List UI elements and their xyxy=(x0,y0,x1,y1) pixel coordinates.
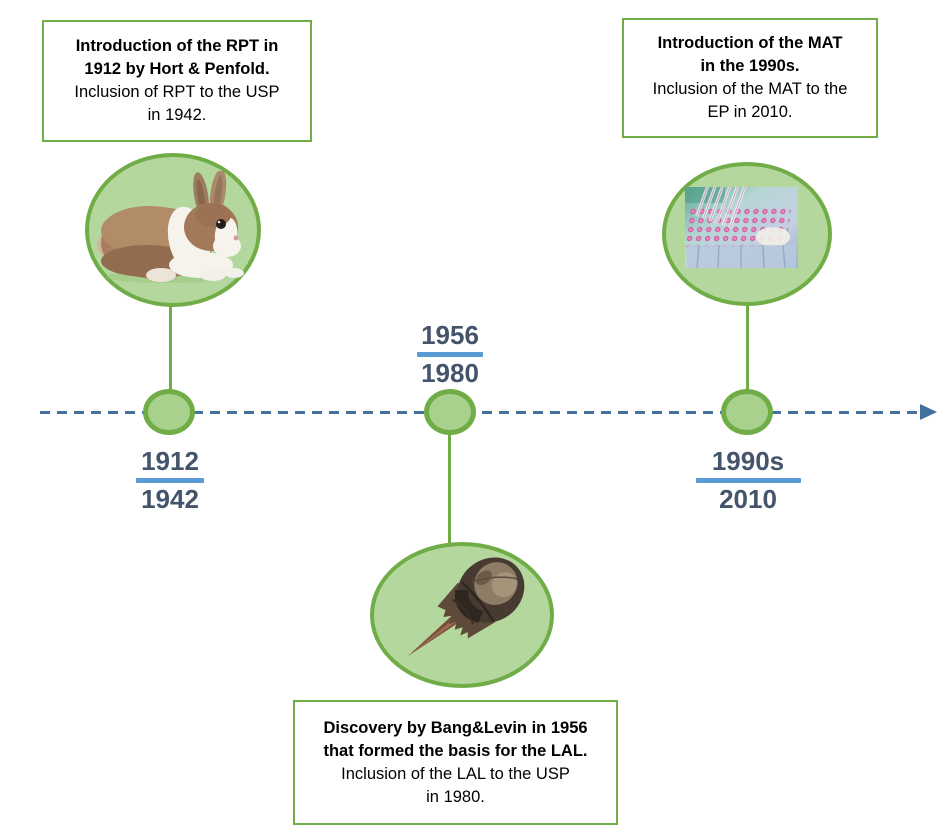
event-text-line: in 1942. xyxy=(147,106,207,124)
date-top: 1990s xyxy=(711,446,785,476)
event-box-mat: Introduction of the MAT in the 1990s. In… xyxy=(622,18,878,138)
event-image-circle-mat xyxy=(662,162,832,306)
timeline-node-rpt xyxy=(143,389,195,435)
dates-lal: 1956 1980 xyxy=(385,321,515,388)
date-top: 1956 xyxy=(421,320,479,350)
date-bottom: 1942 xyxy=(141,484,199,514)
timeline-axis xyxy=(40,411,918,414)
event-text-line: in the 1990s. xyxy=(700,57,800,75)
date-divider xyxy=(695,478,801,483)
event-text-line: Inclusion of RPT to the USP xyxy=(74,83,280,101)
dates-rpt: 1912 1942 xyxy=(105,447,235,514)
timeline-arrow-icon xyxy=(920,404,937,420)
date-bottom: 2010 xyxy=(719,484,777,514)
timeline-node-lal xyxy=(424,389,476,435)
event-text-line: Discovery by Bang&Levin in 1956 xyxy=(323,718,588,737)
date-bottom: 1980 xyxy=(421,358,479,388)
event-text-line: 1912 by Hort & Penfold. xyxy=(84,60,270,78)
connector-lal xyxy=(448,433,451,545)
event-box-lal: Discovery by Bang&Levin in 1956 that for… xyxy=(293,700,618,825)
event-image-circle-rpt xyxy=(85,153,261,307)
connector-rpt xyxy=(169,305,172,391)
date-divider xyxy=(417,352,483,357)
dates-mat: 1990s 2010 xyxy=(683,447,813,514)
event-text-line: Introduction of the MAT xyxy=(657,34,843,52)
event-image-circle-lal xyxy=(370,542,554,688)
event-text-line: EP in 2010. xyxy=(707,103,793,121)
date-top: 1912 xyxy=(141,446,199,476)
timeline-node-mat xyxy=(721,389,773,435)
connector-mat xyxy=(746,304,749,391)
microplate-photo xyxy=(685,187,798,268)
event-box-rpt: Introduction of the RPT in 1912 by Hort … xyxy=(42,20,312,142)
event-text-line: Inclusion of the MAT to the xyxy=(652,80,848,98)
rabbit-photo xyxy=(97,171,244,283)
event-text-line: Introduction of the RPT in xyxy=(75,37,279,55)
event-text-line: Inclusion of the LAL to the USP xyxy=(341,764,570,783)
horseshoe-crab-photo xyxy=(407,557,525,657)
event-text-line: that formed the basis for the LAL. xyxy=(323,741,588,760)
event-text-line: in 1980. xyxy=(426,787,485,806)
date-divider xyxy=(136,478,204,483)
